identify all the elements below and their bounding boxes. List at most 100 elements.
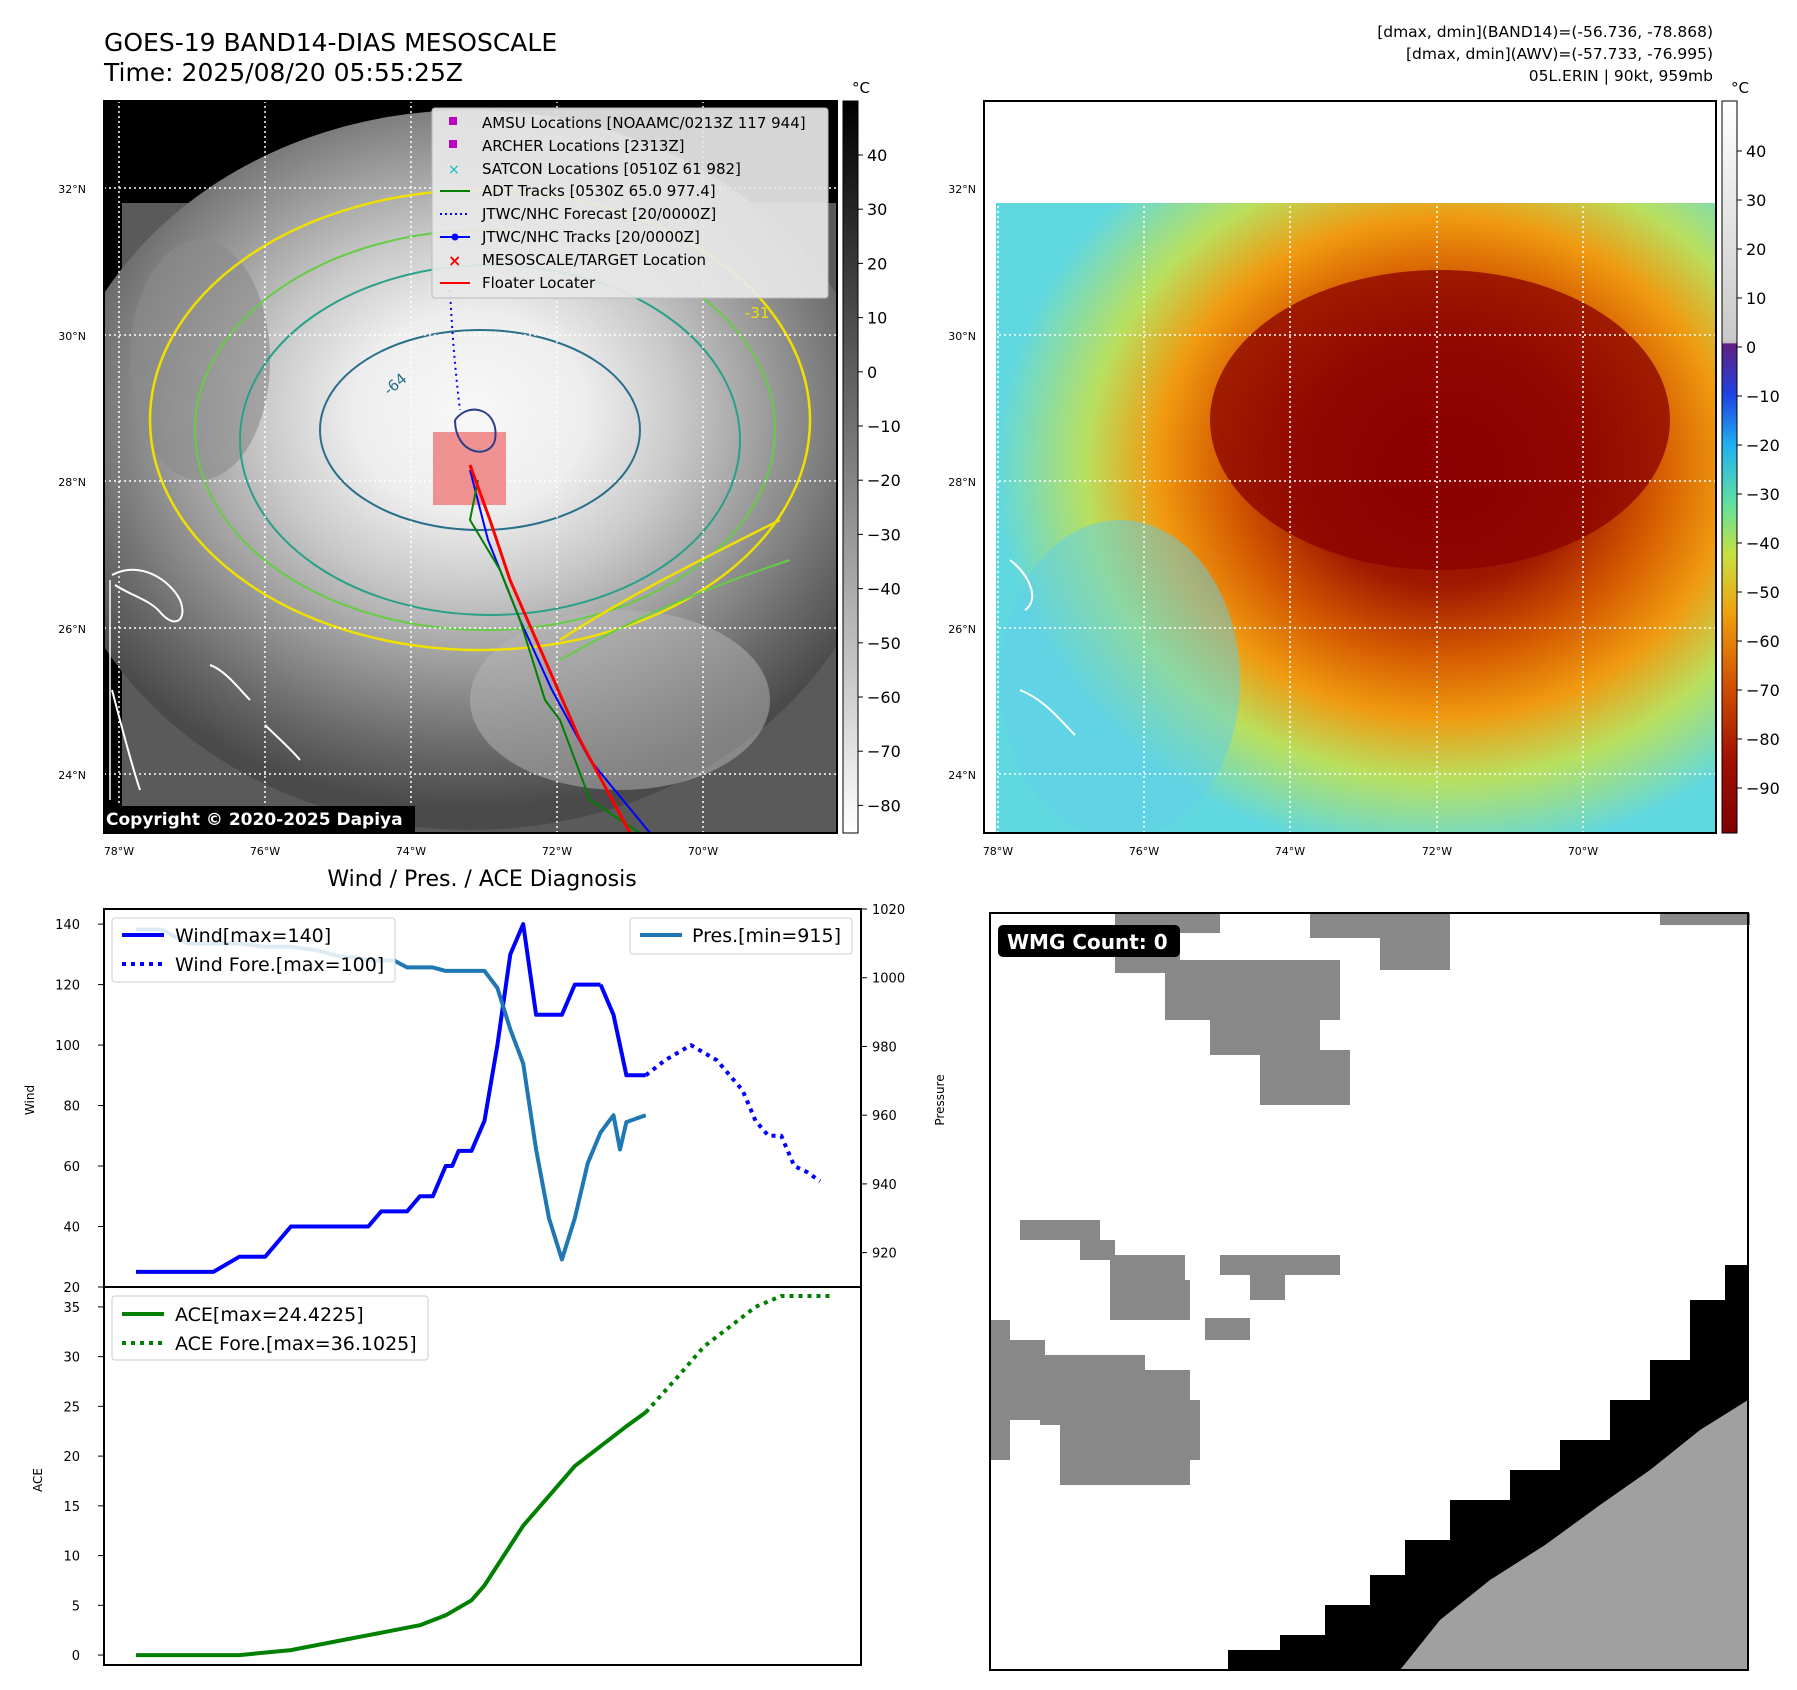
wmg-region [1110,1280,1190,1320]
wv-panel-frame [983,100,1717,834]
ace-tick-label: 15 [63,1500,80,1515]
wv-lat-24: 24°N [948,769,976,782]
wmg-count-badge: WMG Count: 0 [1007,930,1168,954]
colorbar-tick-label: 20 [867,254,887,273]
ir-cloud-band [130,240,270,480]
wind-tick-label: 120 [55,979,80,994]
wv-lat-30: 30°N [948,330,976,343]
wv-lat-32: 32°N [948,183,976,196]
ir-lat-30: 30°N [58,330,86,343]
wind-pressure-chart: 20 40 60 80 100 120 140 920 940 960 980 1000 1020 W… [23,903,947,1296]
ace-axis-label: ACE [31,1468,45,1492]
colorbar-tick-label: 10 [1746,289,1766,308]
contour-label-31: -31 [745,304,770,322]
ace-fore-legend-label: ACE Fore.[max=36.1025] [175,1333,417,1355]
wind-tick-label: 60 [63,1160,80,1175]
wind-legend-box [111,917,396,983]
info-band14: [dmax, dmin](BAND14)=(-56.736, -78.868) [1377,23,1713,41]
legend-amsu: AMSU Locations [NOAAMC/0213Z 117 944] [482,114,806,132]
wmg-region [990,1340,1045,1420]
ir-lon-78: 78°W [104,845,134,858]
ir-panel-frame [103,100,838,834]
colorbar-tick-label: 20 [1746,240,1766,259]
copyright-bg [104,806,415,832]
legend-forecast: JTWC/NHC Forecast [20/0000Z] [481,205,716,223]
ir-rainband [470,610,770,790]
ir-lon-72: 72°W [542,845,572,858]
wind-legend-label: Wind[max=140] [175,925,331,947]
wmg-badge-bg [998,925,1180,957]
ir-lon-76: 76°W [250,845,280,858]
contour-band-yellow [559,518,781,642]
series-line [644,1043,822,1183]
wv-dry-slot [1000,520,1240,833]
ir-lon-70: 70°W [688,845,718,858]
ir-lat-28: 28°N [58,476,86,489]
wmg-region [1080,1240,1115,1260]
coastline-florida [111,568,184,623]
wv-colorbar-ticks: 40 30 20 10 0 −10 −20 −30 −40 −50 −60 −70 −80 −90 [1737,142,1780,798]
colorbar-tick-label: −20 [1746,436,1780,455]
wmg-region [1380,930,1450,970]
colorbar-tick-label: 30 [1746,191,1766,210]
wmg-gray-regions [990,913,1750,1485]
legend-archer: ARCHER Locations [2313Z] [482,137,685,155]
pressure-legend-box [629,917,853,955]
ace-tick-label: 30 [63,1351,80,1366]
ir-lat-24: 24°N [58,769,86,782]
ace-tick-label: 35 [63,1301,80,1316]
colorbar-tick-label: −50 [1746,583,1780,602]
wmg-panel: WMG Count: 0 [989,912,1750,1671]
pressure-axis-ticks: 920 940 960 980 1000 1020 [861,903,905,1262]
wmg-region [1180,1400,1200,1460]
ir-colorbar-unit: °C [852,79,870,97]
wv-map-panel: 32°N 30°N 28°N 26°N 24°N 78°W 76°W 74°W … [948,79,1780,858]
wmg-region [1660,913,1750,925]
adt-track-line [468,479,641,833]
amsu-marker-icon [449,117,457,125]
floater-locater-line [468,464,632,833]
colorbar-tick-label: −50 [867,634,901,653]
colorbar-tick-label: −10 [1746,387,1780,406]
diagnosis-title: Wind / Pres. / ACE Diagnosis [327,867,636,892]
colorbar-tick-label: −20 [867,471,901,490]
legend-floater: Floater Locater [482,274,596,292]
pressure-legend-label: Pres.[min=915] [692,925,841,947]
wv-coastline [1009,559,1076,736]
colorbar-tick-label: −80 [1746,730,1780,749]
wmg-lightgray-region [1400,1400,1748,1670]
pressure-tick-label: 980 [872,1040,897,1055]
colorbar-tick-label: −60 [1746,632,1780,651]
wind-axis-ticks: 20 40 60 80 100 120 140 [55,918,104,1296]
wmg-region [1165,960,1340,1020]
map-legend-box [431,107,829,299]
wmg-region [1205,1318,1250,1340]
colorbar-tick-label: −40 [867,580,901,599]
wind-axis-label: Wind [23,1085,37,1115]
pressure-tick-label: 940 [872,1178,897,1193]
pressure-tick-label: 1020 [872,903,905,918]
figure-title: GOES-19 BAND14-DIAS MESOSCALE [104,28,557,57]
colorbar-tick-label: −60 [867,688,901,707]
wind-tick-label: 80 [63,1100,80,1115]
ace-tick-label: 5 [72,1599,80,1614]
wv-lon-78: 78°W [983,845,1013,858]
colorbar-tick-label: −30 [867,525,901,544]
series-line [598,983,646,1078]
coastline-bahamas [111,664,301,791]
ace-tick-label: 25 [63,1400,80,1415]
legend-adt: ADT Tracks [0530Z 65.0 977.4] [482,182,716,200]
legend-satcon: SATCON Locations [0510Z 61 982] [482,160,741,178]
ace-legend-box [111,1295,429,1361]
wv-lon-70: 70°W [1568,845,1598,858]
contour-band-green [559,559,791,661]
colorbar-tick-label: 10 [867,309,887,328]
colorbar-tick-label: −30 [1746,485,1780,504]
target-marker-icon: × [448,251,461,270]
pressure-tick-label: 920 [872,1247,897,1262]
wmg-panel-frame [989,912,1749,1671]
wmg-region [1250,1270,1285,1300]
ace-tick-label: 0 [72,1649,80,1664]
ace-tick-label: 20 [63,1450,80,1465]
colorbar-tick-label: 30 [867,200,887,219]
